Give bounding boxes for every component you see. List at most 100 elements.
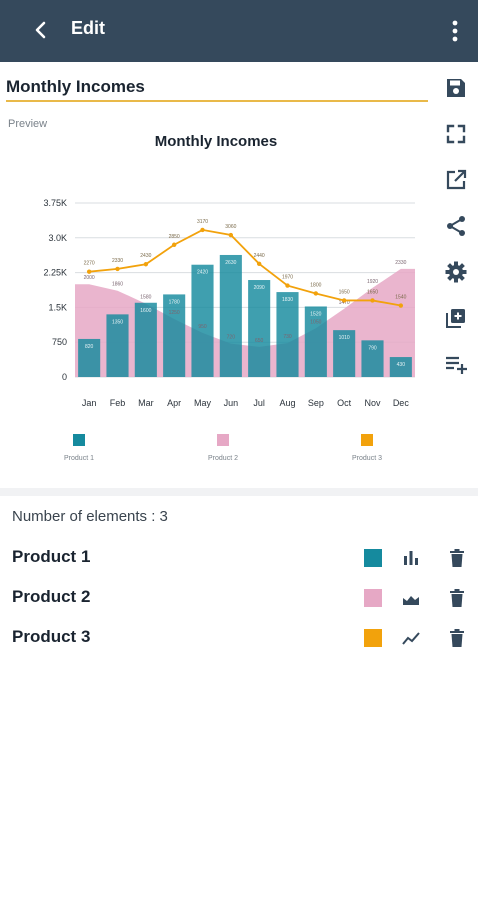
arrow-back-icon[interactable] <box>28 17 54 43</box>
product-1-value-label: 1520 <box>310 311 321 317</box>
more-vert-icon[interactable] <box>446 17 464 45</box>
product-1-bar <box>134 302 157 377</box>
product-1-bar <box>191 264 214 377</box>
product-2-value-label: 2000 <box>84 275 95 281</box>
legend-swatch <box>73 434 85 446</box>
product-3-point <box>228 232 234 238</box>
product-2-area <box>75 268 415 377</box>
x-tick-label: Jun <box>224 398 239 408</box>
product-2-value-label: 1860 <box>112 282 123 288</box>
element-name: Product 2 <box>12 587 91 606</box>
product-1-value-label: 1010 <box>339 335 350 341</box>
product-3-point <box>285 283 290 288</box>
delete-icon[interactable] <box>446 587 468 609</box>
preview-label: Preview <box>8 118 48 130</box>
x-tick-label: Jan <box>82 398 97 408</box>
product-3-value-label: 1800 <box>310 282 321 288</box>
y-tick-label: 1.5K <box>48 302 67 312</box>
x-tick-label: Jul <box>253 398 265 408</box>
color-swatch[interactable] <box>364 549 382 567</box>
x-tick-label: Mar <box>138 398 154 408</box>
product-3-value-label: 3060 <box>225 224 236 230</box>
product-3-value-label: 1650 <box>367 289 378 295</box>
delete-icon[interactable] <box>446 627 468 649</box>
y-tick-label: 3.75K <box>43 198 67 208</box>
product-1-bar <box>389 357 412 377</box>
product-3-point <box>86 269 92 274</box>
chart-title: Monthly Incomes <box>155 133 278 150</box>
product-1-value-label: 1780 <box>169 299 180 305</box>
area-chart-icon[interactable] <box>400 587 422 609</box>
x-tick-label: Apr <box>167 398 181 408</box>
add-list-icon[interactable] <box>440 348 472 380</box>
product-3-point <box>200 227 205 233</box>
product-1-bar <box>248 280 271 377</box>
product-1-value-label: 2420 <box>197 270 208 276</box>
legend-swatch <box>361 434 373 446</box>
product-2-value-label: 720 <box>227 335 236 341</box>
product-1-value-label: 2630 <box>225 260 236 266</box>
element-name: Product 1 <box>12 547 91 566</box>
product-3-value-label: 1650 <box>339 289 350 295</box>
color-swatch[interactable] <box>364 629 382 647</box>
share-icon[interactable] <box>440 210 472 242</box>
product-1-bar <box>276 292 299 377</box>
product-3-point <box>256 261 262 266</box>
product-3-value-label: 2430 <box>140 253 151 259</box>
product-2-value-label: 730 <box>283 334 292 340</box>
product-1-value-label: 1600 <box>140 308 151 314</box>
product-3-value-label: 2440 <box>254 253 265 259</box>
product-3-line <box>89 228 401 307</box>
product-2-value-label: 1050 <box>310 319 321 325</box>
product-3-point <box>341 298 347 303</box>
product-3-value-label: 3170 <box>197 219 208 225</box>
x-tick-label: May <box>194 398 212 408</box>
element-row-product-3[interactable]: Product 3 <box>0 620 478 656</box>
product-2-value-label: 1580 <box>140 295 151 301</box>
section-divider <box>0 488 478 496</box>
appbar-title: Edit <box>71 18 105 38</box>
chart-title-input[interactable] <box>6 74 428 102</box>
product-3-value-label: 2850 <box>169 234 180 240</box>
product-1-bar <box>333 330 356 377</box>
y-tick-label: 3.0K <box>48 233 67 243</box>
color-swatch[interactable] <box>364 589 382 607</box>
y-tick-label: 2.25K <box>43 268 67 278</box>
save-icon[interactable] <box>440 72 472 104</box>
product-1-bar <box>219 254 242 377</box>
product-3-value-label: 2330 <box>112 258 123 264</box>
delete-icon[interactable] <box>446 547 468 569</box>
element-row-product-2[interactable]: Product 2 <box>0 580 478 616</box>
legend-label: Product 3 <box>352 455 382 462</box>
bar-chart-icon[interactable] <box>400 547 422 569</box>
settings-icon[interactable] <box>440 256 472 288</box>
product-1-value-label: 820 <box>85 344 94 350</box>
product-3-point <box>313 291 319 296</box>
product-3-value-label: 2270 <box>84 261 95 267</box>
product-1-bar <box>106 314 129 377</box>
product-3-value-label: 1540 <box>395 295 406 301</box>
product-1-value-label: 790 <box>368 345 377 351</box>
product-3-value-label: 1970 <box>282 275 293 281</box>
add-copy-icon[interactable] <box>440 302 472 334</box>
element-row-product-1[interactable]: Product 1 <box>0 540 478 576</box>
app-bar: Edit <box>0 0 478 62</box>
product-3-point <box>398 303 404 308</box>
product-2-value-label: 950 <box>198 324 207 330</box>
fullscreen-icon[interactable] <box>440 118 472 150</box>
product-3-point <box>143 262 149 267</box>
product-1-bar <box>163 294 186 377</box>
legend-swatch <box>217 434 229 446</box>
product-1-value-label: 1350 <box>112 319 123 325</box>
product-3-point <box>171 242 177 247</box>
product-2-value-label: 1250 <box>169 310 180 316</box>
x-tick-label: Aug <box>279 398 295 408</box>
x-tick-label: Oct <box>337 398 352 408</box>
product-1-value-label: 1830 <box>282 297 293 303</box>
chart-preview: Monthly Incomes 0 750 1.5K 2.25K 3.0K 3.75K 200… <box>0 128 432 473</box>
open-external-icon[interactable] <box>440 164 472 196</box>
product-1-value-label: 430 <box>397 362 406 368</box>
product-2-value-label: 1470 <box>339 300 350 306</box>
legend-label: Product 2 <box>208 455 238 462</box>
line-chart-icon[interactable] <box>400 627 422 649</box>
